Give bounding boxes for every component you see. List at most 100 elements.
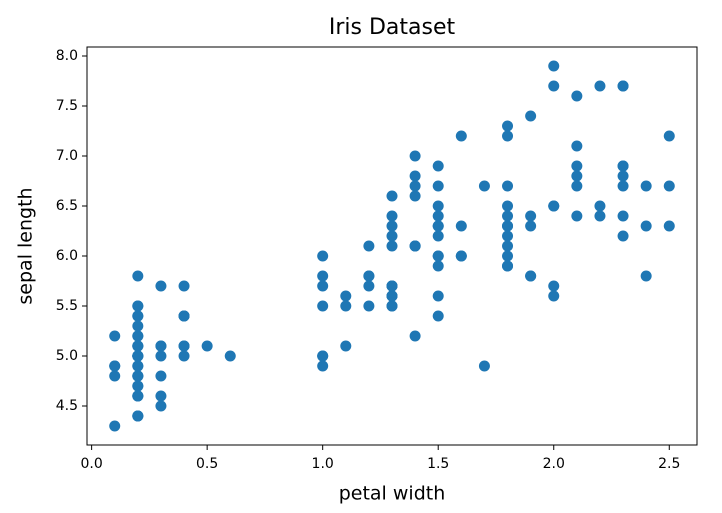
point [432, 210, 444, 222]
point [502, 240, 514, 252]
point [594, 200, 606, 212]
x-tick-label: 2.5 [658, 456, 680, 472]
point [571, 160, 583, 172]
point [571, 180, 583, 192]
point [548, 290, 560, 302]
point [132, 410, 144, 422]
point [386, 230, 398, 242]
point [594, 210, 606, 222]
point [502, 200, 514, 212]
y-tick-label: 5.5 [56, 298, 78, 314]
point [109, 360, 121, 372]
point [178, 340, 190, 352]
chart-title: Iris Dataset [329, 15, 456, 40]
point [571, 170, 583, 182]
point [386, 280, 398, 292]
point [386, 240, 398, 252]
point [432, 220, 444, 232]
point [317, 280, 329, 292]
point [132, 390, 144, 402]
point [432, 250, 444, 262]
point [363, 280, 375, 292]
point [617, 180, 629, 192]
x-tick-label: 0.5 [196, 456, 218, 472]
point [409, 240, 421, 252]
y-tick-label: 4.5 [56, 398, 78, 414]
point [502, 260, 514, 272]
point [502, 180, 514, 192]
point [132, 350, 144, 362]
point [155, 400, 167, 412]
x-axis-label: petal width [339, 483, 446, 505]
x-tick-label: 2.0 [543, 456, 565, 472]
point [317, 270, 329, 282]
y-tick-label: 7.5 [56, 98, 78, 114]
point [640, 270, 652, 282]
point [386, 300, 398, 312]
point [155, 370, 167, 382]
point [478, 180, 490, 192]
point [178, 310, 190, 322]
point [109, 330, 121, 342]
point [201, 340, 213, 352]
point [155, 350, 167, 362]
point [571, 210, 583, 222]
point [363, 240, 375, 252]
point [455, 250, 467, 262]
y-tick-label: 8.0 [56, 48, 78, 64]
point [132, 330, 144, 342]
point [432, 260, 444, 272]
y-tick-label: 5.0 [56, 348, 78, 364]
point [640, 220, 652, 232]
point [617, 210, 629, 222]
point [132, 370, 144, 382]
point [617, 170, 629, 182]
point [386, 190, 398, 202]
point [409, 190, 421, 202]
point [663, 130, 675, 142]
point [132, 320, 144, 332]
point [478, 360, 490, 372]
point [409, 180, 421, 192]
point [525, 270, 537, 282]
point [317, 250, 329, 262]
point [109, 370, 121, 382]
point [224, 350, 236, 362]
y-tick-label: 6.0 [56, 248, 78, 264]
point [386, 210, 398, 222]
point [432, 160, 444, 172]
point [386, 220, 398, 232]
point [617, 160, 629, 172]
point [617, 230, 629, 242]
point [409, 170, 421, 182]
y-tick-label: 6.5 [56, 198, 78, 214]
point [178, 350, 190, 362]
point [340, 290, 352, 302]
point [363, 270, 375, 282]
plot-frame [86, 46, 698, 446]
point [548, 280, 560, 292]
point [502, 220, 514, 232]
point [409, 150, 421, 162]
point [571, 140, 583, 152]
point [502, 250, 514, 262]
point [455, 220, 467, 232]
point [155, 280, 167, 292]
point [548, 60, 560, 72]
x-tick-label: 1.5 [427, 456, 449, 472]
point [132, 380, 144, 392]
point [432, 290, 444, 302]
point [363, 300, 375, 312]
y-tick-label: 7.0 [56, 148, 78, 164]
point [432, 180, 444, 192]
point [594, 80, 606, 92]
point [386, 290, 398, 302]
x-tick-label: 1.0 [312, 456, 334, 472]
point [109, 420, 121, 432]
point [640, 180, 652, 192]
point [409, 330, 421, 342]
point [663, 220, 675, 232]
point [132, 300, 144, 312]
